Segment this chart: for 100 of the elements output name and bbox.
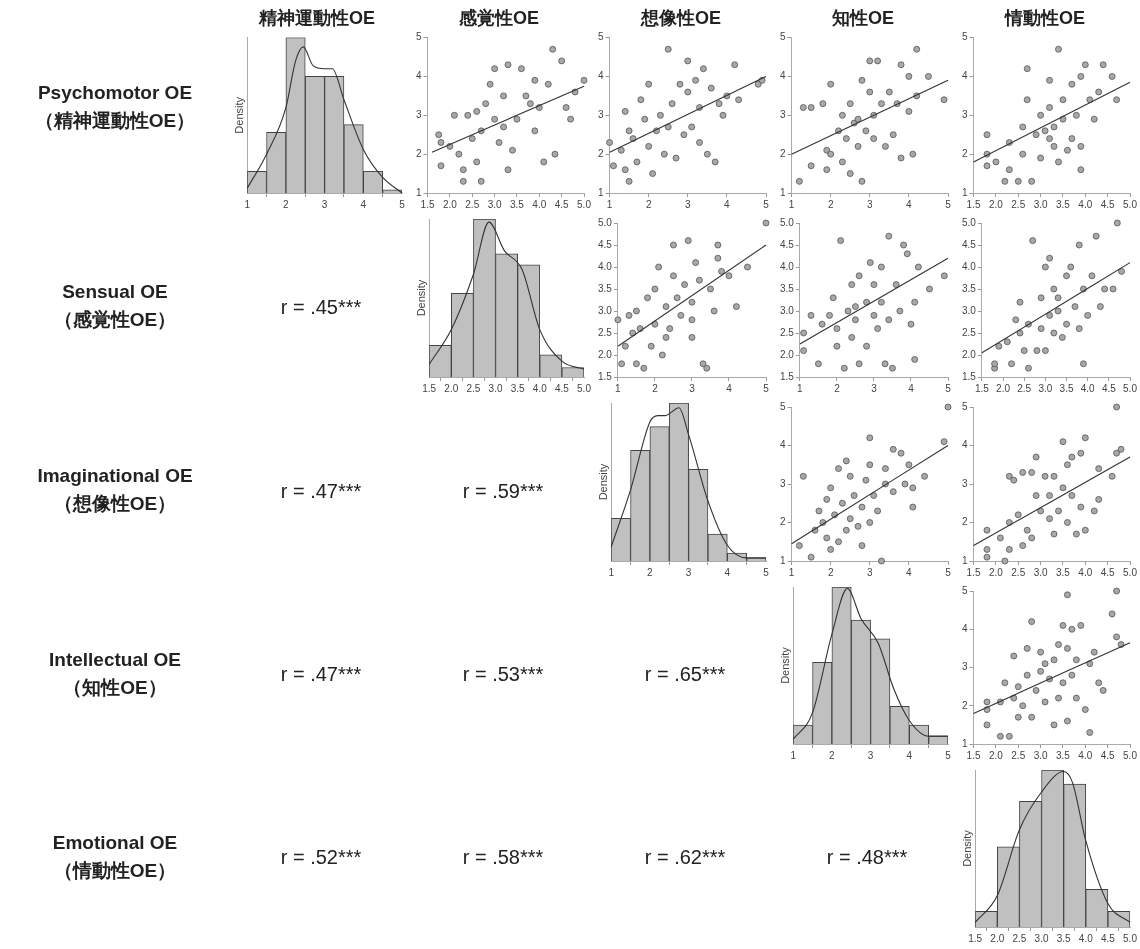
point [870, 492, 878, 499]
point [500, 123, 507, 131]
x-tick-label: 2.0 [988, 566, 1004, 578]
point [695, 276, 703, 284]
point [901, 480, 909, 488]
y-tick-label: 1 [598, 186, 604, 198]
point [486, 80, 494, 88]
y-tick-label: 4 [416, 70, 422, 82]
point [1008, 360, 1015, 368]
point [882, 142, 889, 150]
point [1005, 546, 1013, 553]
point [854, 115, 862, 123]
x-tick-label: 3 [685, 566, 692, 578]
y-axis-title: Density [596, 463, 609, 501]
point [1032, 492, 1040, 499]
point [1014, 177, 1022, 185]
y-tick-label: 1 [962, 554, 968, 566]
point [1001, 177, 1009, 185]
y-tick-label: 3 [962, 661, 968, 673]
x-tick-label: 4.0 [1078, 566, 1093, 578]
point [1086, 729, 1094, 736]
y-tick-label: 4 [962, 623, 968, 634]
point [889, 445, 897, 453]
point [1064, 591, 1071, 599]
point [707, 84, 715, 92]
point [699, 360, 707, 368]
point [870, 135, 878, 143]
y-tick-label: 2.5 [598, 326, 613, 338]
point [1028, 713, 1036, 721]
point [610, 162, 617, 170]
x-tick-label: 3 [867, 566, 873, 578]
point [866, 57, 874, 65]
point [877, 263, 885, 271]
point [842, 135, 850, 143]
x-tick-label: 3.0 [1033, 566, 1048, 578]
point [526, 100, 534, 108]
point [1019, 150, 1027, 158]
point [1077, 166, 1085, 174]
point [1084, 312, 1092, 319]
point [983, 526, 991, 534]
x-tick-label: 4 [906, 566, 913, 578]
point [676, 80, 684, 88]
x-tick-label: 3 [867, 749, 874, 761]
point [1032, 687, 1040, 694]
point [477, 177, 485, 185]
text: r = .65*** [644, 663, 726, 686]
point [1003, 338, 1011, 346]
point [651, 285, 659, 293]
point [823, 496, 831, 503]
point [744, 263, 751, 271]
point [889, 488, 897, 496]
point [909, 150, 917, 158]
point [839, 499, 846, 507]
point [818, 320, 826, 328]
point [1113, 633, 1120, 641]
point [842, 526, 850, 534]
point [1064, 461, 1071, 469]
x-tick-label: 5 [945, 566, 952, 578]
y-tick-label: 3 [780, 109, 786, 121]
text: Psychomotor OE [37, 81, 193, 104]
point [672, 154, 680, 162]
point [1041, 698, 1049, 706]
y-tick-label: 5 [962, 400, 968, 412]
point [1095, 679, 1103, 687]
point [940, 272, 948, 280]
point [1081, 61, 1089, 69]
point [644, 294, 651, 302]
y-tick-label: 4.0 [962, 260, 977, 272]
point [459, 177, 467, 185]
y-tick-label: 4.5 [780, 238, 795, 250]
point [719, 111, 727, 119]
point [885, 232, 893, 240]
x-tick-label: 5.0 [1123, 382, 1138, 394]
x-tick-label: 2 [652, 382, 659, 394]
point [513, 115, 521, 123]
point [473, 158, 481, 166]
point [913, 45, 921, 53]
point [835, 465, 842, 472]
point [909, 503, 917, 511]
point [645, 80, 653, 88]
point [673, 294, 681, 302]
y-tick-label: 3.5 [598, 282, 613, 294]
text: Imaginational OE [37, 465, 193, 487]
point [1099, 61, 1107, 69]
x-tick-label: 4.5 [1100, 198, 1116, 210]
text: Sensual OE [62, 281, 168, 303]
point [1077, 73, 1085, 80]
point [995, 342, 1003, 350]
point [668, 100, 676, 108]
point [710, 307, 718, 315]
point [1055, 158, 1062, 166]
point [829, 294, 837, 302]
point [707, 285, 714, 293]
point [1072, 111, 1080, 119]
point [651, 320, 659, 328]
point [1041, 127, 1049, 135]
point [670, 272, 677, 280]
point [762, 219, 770, 227]
point [1077, 503, 1085, 511]
point [714, 254, 722, 262]
